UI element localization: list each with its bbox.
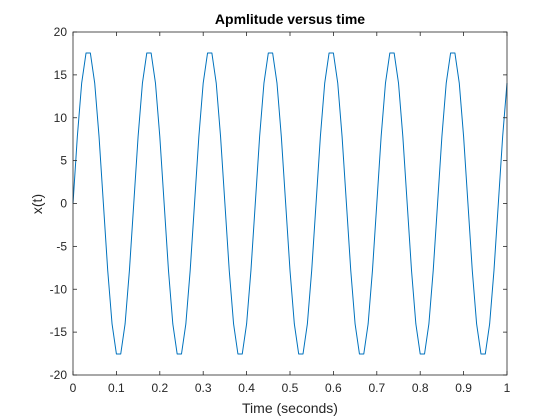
axes-box (72, 31, 508, 376)
x-tick-label: 0.4 (238, 381, 255, 395)
series-line (72, 52, 508, 355)
x-tick-label: 0.5 (282, 381, 299, 395)
x-tick-label: 0.7 (368, 381, 385, 395)
y-tick-label: -20 (50, 368, 68, 382)
y-tick-label: -15 (50, 325, 68, 339)
axes-background (73, 32, 507, 375)
y-tick-label: -5 (56, 239, 67, 253)
x-tick-label: 0.2 (151, 381, 168, 395)
x-axis-label: Time (seconds) (242, 400, 338, 416)
x-tick-label: 0.3 (195, 381, 212, 395)
x-tick-label: 0.9 (455, 381, 472, 395)
y-tick-label: -10 (50, 282, 68, 296)
x-tick-label: 0 (70, 381, 77, 395)
chart-title: Apmlitude versus time (215, 11, 365, 27)
y-tick-label: 0 (60, 197, 67, 211)
tick-layer: 0 0.1 0.2 0.3 0.4 0.5 0.6 0.7 0.8 0.9 1 -20 -15 -10 -5… (50, 25, 511, 395)
y-tick-label: 5 (60, 154, 67, 168)
x-tick-label: 0.6 (325, 381, 342, 395)
y-tick-label: 15 (54, 68, 68, 82)
y-tick-label: 10 (54, 111, 68, 125)
x-tick-label: 0.1 (108, 381, 125, 395)
series-layer (72, 52, 508, 355)
y-axis-label: x(t) (29, 194, 45, 214)
x-tick-label: 0.8 (412, 381, 429, 395)
x-tick-label: 1 (504, 381, 511, 395)
y-tick-label: 20 (54, 25, 68, 39)
